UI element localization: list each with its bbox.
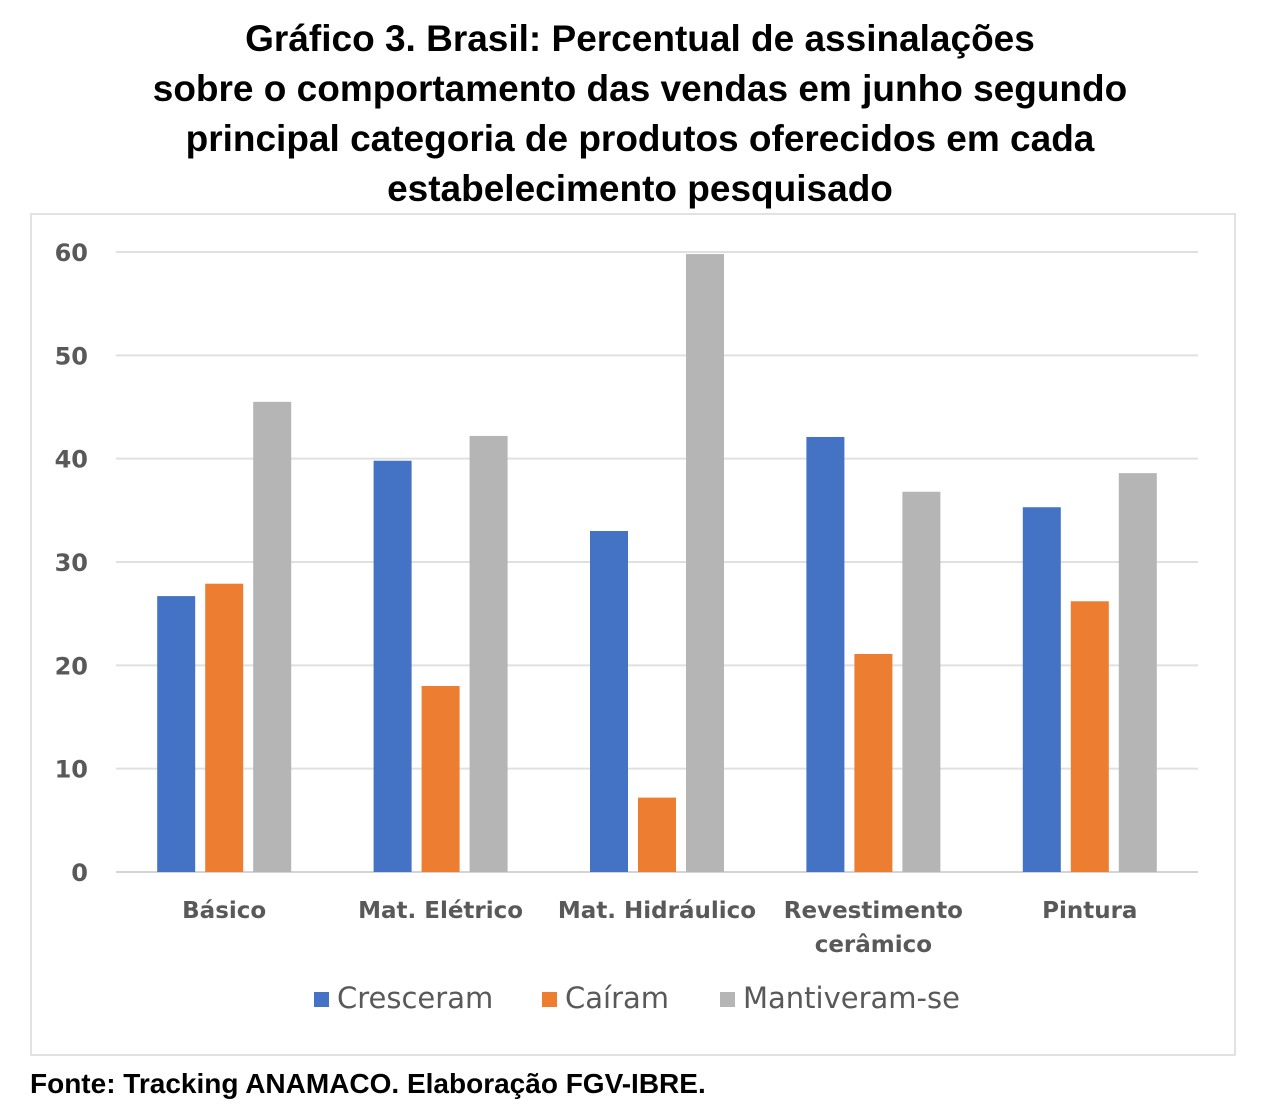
title-line-2: sobre o comportamento das vendas em junh… bbox=[152, 68, 1128, 109]
title-line-3: principal categoria de produtos oferecid… bbox=[185, 118, 1095, 159]
x-category-label-3-1: cerâmico bbox=[815, 932, 932, 958]
legend-label-0: Cresceram bbox=[337, 981, 493, 1015]
x-category-label-3-0: Revestimento bbox=[784, 898, 963, 924]
legend-swatch-1 bbox=[542, 992, 557, 1007]
y-tick-label-40: 40 bbox=[55, 446, 88, 474]
y-tick-label-10: 10 bbox=[55, 756, 88, 784]
bar-ca-ram-4 bbox=[1070, 601, 1109, 872]
x-category-label-1-0: Mat. Elétrico bbox=[358, 898, 523, 924]
bar-cresceram-3 bbox=[806, 436, 845, 872]
bar-ca-ram-1 bbox=[421, 686, 460, 872]
bar-mantiveram-se-1 bbox=[469, 435, 508, 872]
bar-ca-ram-3 bbox=[854, 653, 893, 872]
legend-label-1: Caíram bbox=[565, 981, 669, 1015]
title-line-1: Gráfico 3. Brasil: Percentual de assinal… bbox=[245, 18, 1035, 59]
y-tick-label-20: 20 bbox=[55, 652, 88, 680]
bar-mantiveram-se-4 bbox=[1118, 473, 1157, 872]
y-tick-label-60: 60 bbox=[55, 239, 88, 267]
legend-label-2: Mantiveram-se bbox=[743, 981, 960, 1015]
bar-mantiveram-se-2 bbox=[686, 254, 724, 873]
x-category-label-2-0: Mat. Hidráulico bbox=[558, 898, 756, 924]
bar-cresceram-2 bbox=[590, 531, 628, 872]
source-note: Fonte: Tracking ANAMACO. Elaboração FGV-… bbox=[30, 1068, 706, 1099]
x-category-label-4-0: Pintura bbox=[1042, 898, 1137, 924]
bar-cresceram-4 bbox=[1022, 507, 1061, 872]
x-category-label-0-0: Básico bbox=[182, 898, 266, 924]
bar-mantiveram-se-0 bbox=[253, 401, 292, 872]
bar-cresceram-1 bbox=[373, 460, 412, 872]
bar-ca-ram-0 bbox=[205, 583, 244, 872]
title-line-4: estabelecimento pesquisado bbox=[387, 168, 893, 209]
legend-swatch-0 bbox=[314, 992, 329, 1007]
chart-title: Gráfico 3. Brasil: Percentual de assinal… bbox=[0, 14, 1280, 214]
y-tick-label-30: 30 bbox=[55, 549, 88, 577]
y-tick-label-0: 0 bbox=[71, 859, 88, 887]
bar-ca-ram-2 bbox=[638, 797, 676, 872]
bar-mantiveram-se-3 bbox=[902, 491, 941, 872]
legend-swatch-2 bbox=[720, 992, 735, 1007]
bar-cresceram-0 bbox=[157, 596, 196, 872]
y-tick-label-50: 50 bbox=[55, 342, 88, 370]
